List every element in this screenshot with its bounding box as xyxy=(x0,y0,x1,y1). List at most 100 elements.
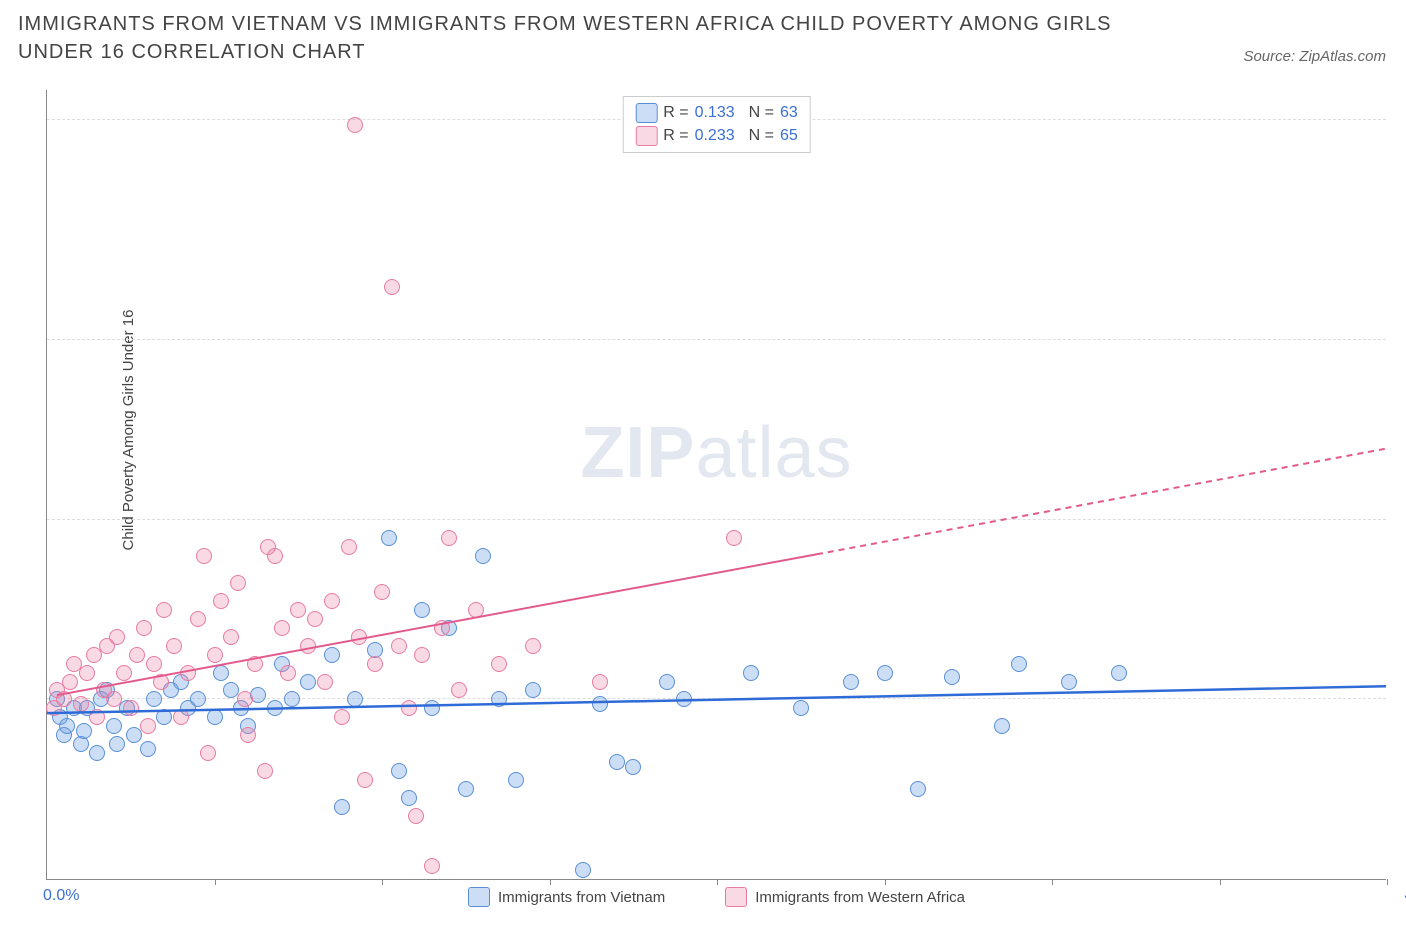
data-point xyxy=(408,808,424,824)
x-tick xyxy=(550,879,551,885)
data-point xyxy=(166,638,182,654)
data-point xyxy=(257,763,273,779)
data-point xyxy=(414,602,430,618)
legend-r-label: R = xyxy=(663,104,688,122)
watermark-rest: atlas xyxy=(695,413,852,493)
data-point xyxy=(76,723,92,739)
legend-n-value: 65 xyxy=(780,127,798,145)
scatter-plot: ZIPatlas R =0.133N =63R =0.233N =65 0.0%… xyxy=(46,90,1386,880)
data-point xyxy=(56,691,72,707)
legend-r-value: 0.133 xyxy=(695,104,735,122)
data-point xyxy=(944,669,960,685)
legend-swatch xyxy=(725,887,747,907)
x-tick xyxy=(382,879,383,885)
data-point xyxy=(300,638,316,654)
data-point xyxy=(59,718,75,734)
data-point xyxy=(525,638,541,654)
trend-lines xyxy=(47,90,1386,879)
source-label: Source: ZipAtlas.com xyxy=(1243,48,1386,65)
data-point xyxy=(123,700,139,716)
data-point xyxy=(994,718,1010,734)
data-point xyxy=(391,638,407,654)
data-point xyxy=(79,665,95,681)
data-point xyxy=(223,629,239,645)
data-point xyxy=(284,691,300,707)
legend-series-label: Immigrants from Vietnam xyxy=(498,889,665,906)
data-point xyxy=(207,647,223,663)
data-point xyxy=(156,602,172,618)
data-point xyxy=(451,682,467,698)
data-point xyxy=(401,700,417,716)
data-point xyxy=(196,548,212,564)
data-point xyxy=(146,656,162,672)
x-tick xyxy=(1052,879,1053,885)
data-point xyxy=(89,745,105,761)
data-point xyxy=(116,665,132,681)
legend-series-item: Immigrants from Western Africa xyxy=(725,887,965,907)
watermark: ZIPatlas xyxy=(580,412,852,494)
legend-n-label: N = xyxy=(749,127,774,145)
data-point xyxy=(89,709,105,725)
data-point xyxy=(240,727,256,743)
data-point xyxy=(384,279,400,295)
data-point xyxy=(334,799,350,815)
data-point xyxy=(347,117,363,133)
data-point xyxy=(391,763,407,779)
data-point xyxy=(334,709,350,725)
data-point xyxy=(367,656,383,672)
legend-swatch xyxy=(635,126,657,146)
legend-n-label: N = xyxy=(749,104,774,122)
data-point xyxy=(1061,674,1077,690)
data-point xyxy=(424,700,440,716)
data-point xyxy=(140,741,156,757)
data-point xyxy=(307,611,323,627)
data-point xyxy=(146,691,162,707)
legend-r-value: 0.233 xyxy=(695,127,735,145)
chart-title: IMMIGRANTS FROM VIETNAM VS IMMIGRANTS FR… xyxy=(18,10,1118,66)
data-point xyxy=(62,674,78,690)
data-point xyxy=(109,629,125,645)
legend-series-item: Immigrants from Vietnam xyxy=(468,887,665,907)
data-point xyxy=(726,530,742,546)
data-point xyxy=(625,759,641,775)
watermark-bold: ZIP xyxy=(580,413,695,493)
data-point xyxy=(592,696,608,712)
x-tick xyxy=(215,879,216,885)
data-point xyxy=(381,530,397,546)
legend-n-value: 63 xyxy=(780,104,798,122)
data-point xyxy=(280,665,296,681)
data-point xyxy=(468,602,484,618)
data-point xyxy=(200,745,216,761)
data-point xyxy=(129,647,145,663)
legend-stats: R = 0.133 N = 63 R = 0.233 N = 65 xyxy=(622,96,811,153)
data-point xyxy=(357,772,373,788)
data-point xyxy=(106,718,122,734)
data-point xyxy=(458,781,474,797)
data-point xyxy=(213,665,229,681)
data-point xyxy=(247,656,263,672)
data-point xyxy=(843,674,859,690)
data-point xyxy=(109,736,125,752)
data-point xyxy=(475,548,491,564)
data-point xyxy=(190,691,206,707)
legend-swatch xyxy=(635,103,657,123)
data-point xyxy=(274,620,290,636)
data-point xyxy=(401,790,417,806)
data-point xyxy=(190,611,206,627)
legend-series-label: Immigrants from Western Africa xyxy=(755,889,965,906)
data-point xyxy=(290,602,306,618)
data-point xyxy=(1011,656,1027,672)
data-point xyxy=(1111,665,1127,681)
data-point xyxy=(156,709,172,725)
x-tick xyxy=(1387,879,1388,885)
x-tick xyxy=(717,879,718,885)
data-point xyxy=(441,530,457,546)
data-point xyxy=(341,539,357,555)
legend-r-label: R = xyxy=(663,127,688,145)
data-point xyxy=(525,682,541,698)
data-point xyxy=(659,674,675,690)
grid-line xyxy=(47,519,1386,520)
grid-line xyxy=(47,339,1386,340)
data-point xyxy=(106,691,122,707)
data-point xyxy=(793,700,809,716)
